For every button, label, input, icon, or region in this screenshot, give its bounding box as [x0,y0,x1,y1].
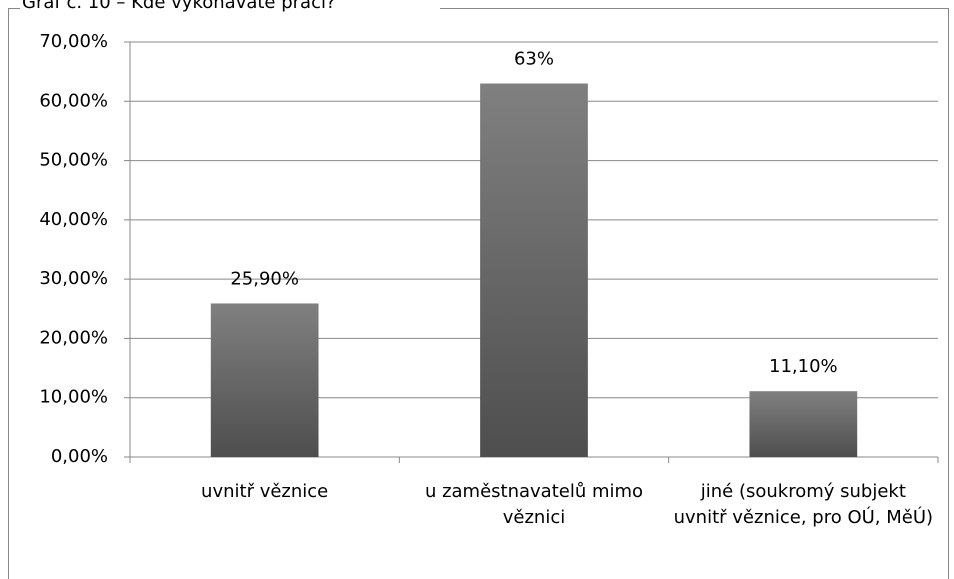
title-background [20,0,440,16]
data-label: 25,90% [230,268,299,289]
data-label: 11,10% [769,356,838,377]
bar [749,391,858,457]
data-label: 63% [514,49,554,70]
y-tick-label: 0,00% [51,446,108,467]
x-tick-label: u zaměstnavatelů mimo věznici [424,481,644,528]
x-tick-label: uvnitř věznice [201,481,329,502]
chart-title: Graf č. 10 – Kde vykonáváte práci? [22,0,336,13]
y-tick-label: 50,00% [39,150,108,171]
bar [210,303,319,457]
y-tick-label: 20,00% [39,327,108,348]
y-tick-label: 10,00% [39,387,108,408]
x-tick-label: jiné (soukromý subjekt uvnitř věznice, p… [673,481,934,528]
y-tick-label: 40,00% [39,209,108,230]
y-tick-label: 70,00% [39,31,108,52]
chart-frame [8,8,949,579]
y-tick-label: 30,00% [39,268,108,289]
bar [480,83,588,457]
y-tick-label: 60,00% [39,90,108,111]
